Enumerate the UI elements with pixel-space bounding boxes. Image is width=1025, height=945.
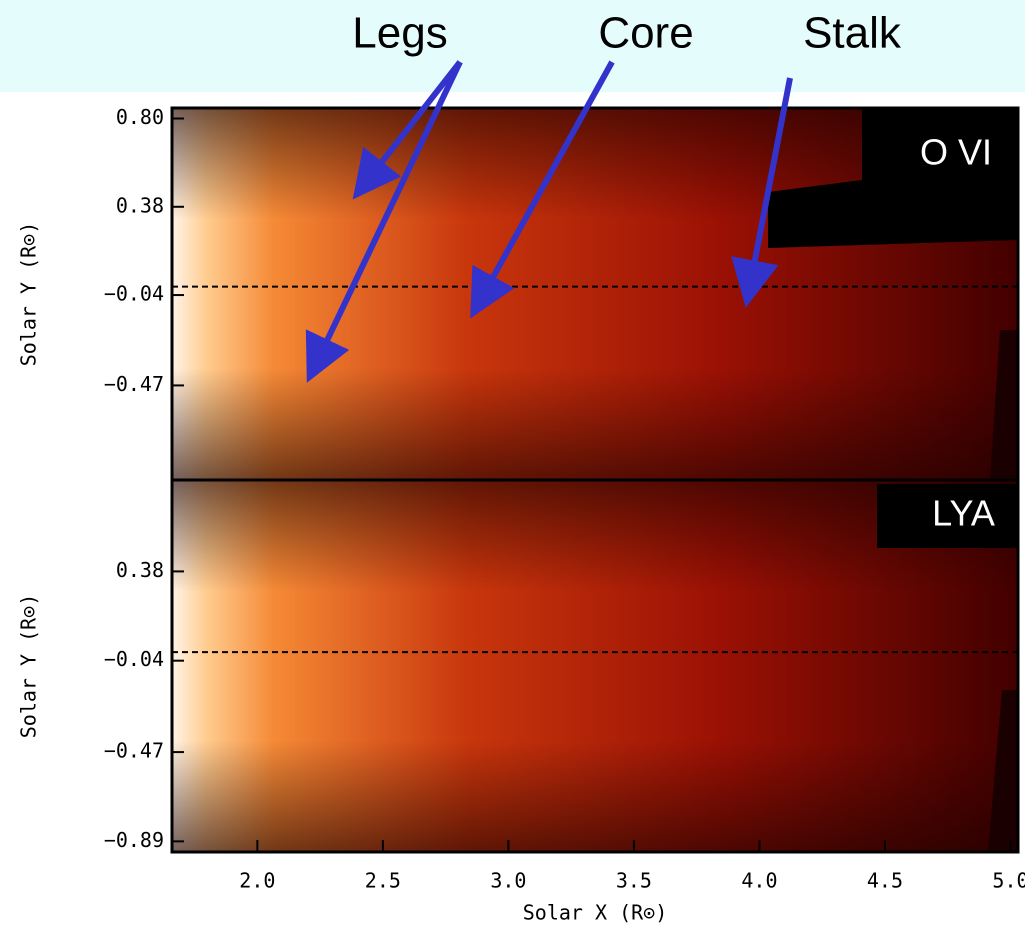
x-tick-label: 3.0	[490, 869, 526, 893]
y-tick-label: −0.04	[104, 647, 164, 671]
x-tick-label: 3.5	[616, 869, 652, 893]
y-axis-label: Solar Y (R⊙)	[17, 594, 41, 739]
y-tick-label: −0.47	[104, 739, 164, 763]
panel-label: LYA	[932, 493, 995, 534]
y-tick-label: 0.38	[116, 193, 164, 217]
x-tick-label: 5.0	[992, 869, 1025, 893]
y-axis-label: Solar Y (R⊙)	[17, 222, 41, 367]
y-tick-label: −0.89	[104, 828, 164, 852]
x-tick-label: 4.0	[741, 869, 777, 893]
y-tick-label: 0.80	[116, 105, 164, 129]
panel-label: O VI	[920, 132, 992, 173]
y-tick-label: 0.38	[116, 558, 164, 582]
x-tick-label: 2.0	[239, 869, 275, 893]
x-tick-label: 4.5	[867, 869, 903, 893]
annotation: Core	[598, 9, 693, 58]
y-tick-label: −0.47	[104, 372, 164, 396]
x-tick-label: 2.5	[365, 869, 401, 893]
annotation: Legs	[352, 9, 447, 58]
annotation: Stalk	[803, 9, 902, 58]
x-axis-label: Solar X (R⊙)	[523, 901, 668, 925]
y-tick-label: −0.04	[104, 282, 164, 306]
